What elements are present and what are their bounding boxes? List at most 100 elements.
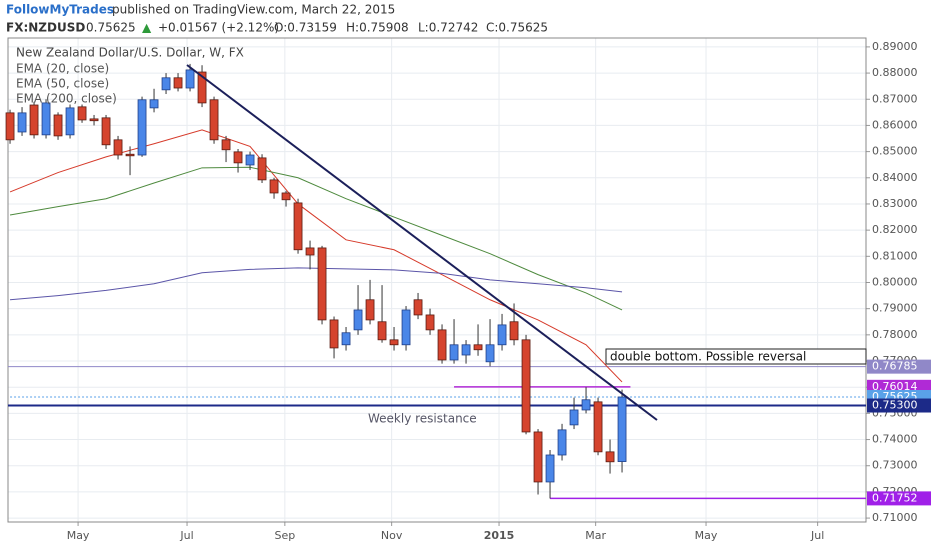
candle-body: [425, 314, 435, 331]
candle-body: [377, 321, 387, 341]
price-label-bg: [867, 398, 931, 413]
candle-body: [569, 409, 579, 426]
y-tick-label: 0.89000: [872, 40, 918, 53]
x-tick-label: Sep: [274, 529, 295, 542]
candle-body: [497, 324, 507, 346]
published: published on TradingView.com, March 22, …: [112, 3, 395, 17]
x-tick-label: Jul: [179, 529, 193, 542]
candle-body: [401, 309, 411, 346]
x-tick-label: 2015: [484, 529, 515, 542]
candle-body: [161, 77, 171, 91]
candle-body: [485, 344, 495, 363]
candle-body: [305, 247, 315, 256]
candle-body: [209, 99, 219, 141]
legend-entry: EMA (200, close): [16, 92, 117, 106]
y-tick-label: 0.81000: [872, 249, 918, 262]
plot-border: [7, 37, 867, 523]
candle-body: [5, 112, 15, 141]
x-tick-label: May: [695, 529, 718, 542]
candle-body: [353, 309, 363, 331]
price-label-bg: [867, 359, 931, 374]
candle-body: [509, 321, 519, 341]
price-label-bg: [867, 491, 931, 506]
y-tick-label: 0.79000: [872, 302, 918, 315]
candle-body: [413, 299, 423, 316]
candle-body: [341, 332, 351, 346]
y-tick-label: 0.83000: [872, 197, 918, 210]
candle-body: [113, 139, 123, 156]
candle-body: [221, 139, 231, 151]
candle-body: [185, 69, 195, 89]
candle-body: [29, 104, 39, 136]
last-price: 0.75625: [86, 21, 136, 35]
x-tick-label: May: [67, 529, 90, 542]
price-label: 0.71752: [872, 491, 918, 504]
legend-entry: EMA (50, close): [16, 77, 109, 91]
candle-body: [365, 299, 375, 321]
y-tick-label: 0.86000: [872, 118, 918, 131]
x-tick-label: Nov: [381, 529, 403, 542]
candle-body: [257, 157, 267, 181]
candle-body: [533, 431, 543, 483]
candle-body: [593, 401, 603, 453]
symbol: FX:NZDUSD: [6, 21, 85, 35]
candle-body: [197, 71, 207, 104]
candle-body: [125, 153, 135, 157]
candle-body: [521, 339, 531, 433]
candle-body: [149, 99, 159, 109]
candle-body: [233, 151, 243, 164]
y-tick-label: 0.82000: [872, 223, 918, 236]
plot: 0.89000 0.88000 0.87000 0.86000 0.85000 0.840…: [5, 37, 931, 542]
price-label: 0.76014: [872, 380, 918, 393]
ema-line: [9, 166, 623, 311]
y-tick-label: 0.78000: [872, 328, 918, 341]
trendline: [186, 64, 658, 421]
annotation-text: double bottom. Possible reversal: [610, 350, 806, 364]
candle-body: [245, 154, 255, 166]
ohlc-low: L:0.72742: [418, 21, 478, 35]
candle-body: [317, 247, 327, 321]
candle-body: [269, 179, 279, 194]
candle-body: [545, 454, 555, 483]
price-label: 0.75300: [872, 399, 918, 412]
y-tick-label: 0.73000: [872, 459, 918, 472]
candle-body: [389, 339, 399, 346]
annotation-text: Weekly resistance: [368, 412, 477, 426]
candle-body: [293, 202, 303, 251]
y-tick-label: 0.85000: [872, 145, 918, 158]
y-tick-label: 0.87000: [872, 92, 918, 105]
candle-body: [605, 451, 615, 463]
candle-body: [77, 106, 87, 121]
ohlc-high: H:0.75908: [346, 21, 409, 35]
y-tick-label: 0.74000: [872, 433, 918, 446]
ohlc-open: O:0.73159: [274, 21, 337, 35]
y-tick-label: 0.80000: [872, 275, 918, 288]
candle-body: [89, 118, 99, 122]
x-tick-label: Mar: [585, 529, 606, 542]
candle-body: [173, 77, 183, 89]
candle-body: [329, 319, 339, 349]
x-tick-label: Jul: [810, 529, 824, 542]
y-tick-label: 0.88000: [872, 66, 918, 79]
chart-title: New Zealand Dollar/U.S. Dollar, W, FX: [16, 46, 244, 60]
candle-body: [437, 329, 447, 361]
candle-body: [461, 344, 471, 356]
y-tick-label: 0.84000: [872, 171, 918, 184]
price-label: 0.76785: [872, 360, 918, 373]
arrow: ▲: [142, 21, 152, 35]
legend-entry: EMA (20, close): [16, 62, 109, 76]
candle-body: [617, 396, 627, 462]
author[interactable]: FollowMyTrades: [6, 3, 114, 17]
candle-body: [137, 99, 147, 156]
y-tick-label: 0.71000: [872, 511, 918, 524]
candle-body: [449, 344, 459, 361]
candle-body: [473, 344, 483, 351]
candle-body: [581, 399, 591, 411]
change: +0.01567 (+2.12%): [158, 21, 279, 35]
candle-body: [281, 192, 291, 201]
candle-body: [557, 429, 567, 456]
candle-body: [53, 114, 63, 137]
candle-body: [101, 117, 111, 146]
candle-body: [41, 102, 51, 136]
